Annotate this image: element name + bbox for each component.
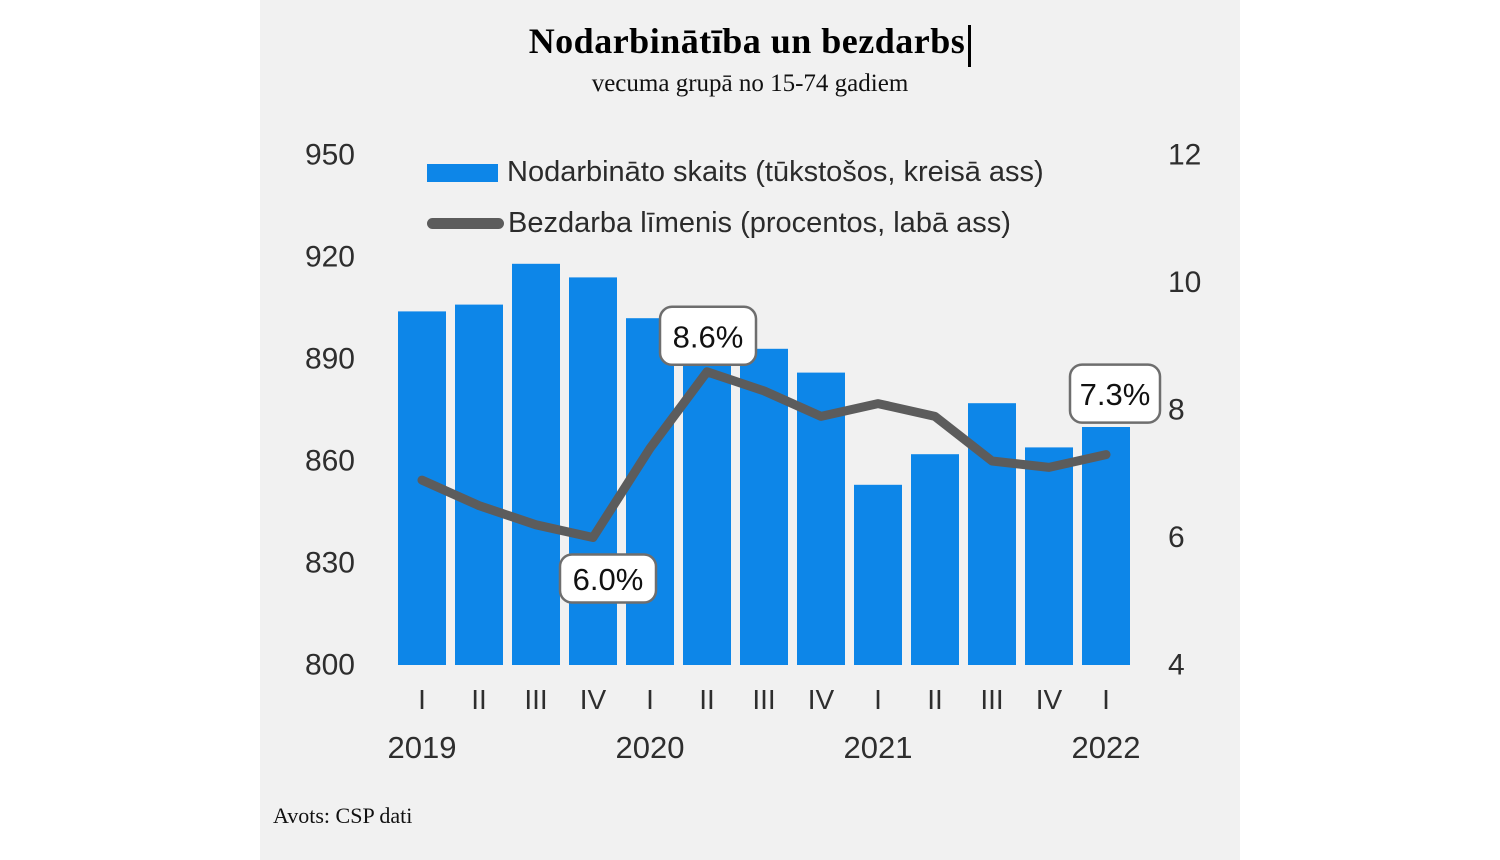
bar bbox=[1025, 447, 1073, 665]
left-axis-tick: 950 bbox=[305, 139, 355, 172]
right-axis: 12 10 8 6 4 bbox=[1168, 139, 1201, 682]
chart-subtitle: vecuma grupā no 15-74 gadiem bbox=[591, 70, 909, 97]
bar bbox=[911, 454, 959, 665]
x-axis-years: 2019 2020 2021 2022 bbox=[388, 730, 1141, 765]
legend: Nodarbināto skaits (tūkstošos, kreisā as… bbox=[427, 147, 1044, 249]
bar bbox=[512, 263, 560, 665]
text-cursor-icon bbox=[968, 24, 972, 67]
legend-line-swatch bbox=[427, 218, 504, 229]
chart-title[interactable]: Nodarbinātība un bezdarbs bbox=[528, 21, 966, 61]
bar bbox=[455, 304, 503, 665]
left-axis: 950 920 890 860 830 800 bbox=[305, 139, 355, 682]
callout-box bbox=[658, 305, 758, 367]
x-axis-quarter-label: II bbox=[699, 684, 715, 715]
x-axis-quarter-label: I bbox=[874, 684, 882, 715]
x-axis-quarter-label: I bbox=[1102, 684, 1110, 715]
legend-item-employment: Nodarbināto skaits (tūkstošos, kreisā as… bbox=[427, 147, 1044, 198]
callout-value: 6.0% bbox=[573, 562, 644, 597]
left-axis-tick: 920 bbox=[305, 241, 355, 274]
employment-bars bbox=[398, 263, 1130, 665]
bar bbox=[854, 484, 902, 665]
x-axis-quarter-label: II bbox=[471, 684, 487, 715]
left-axis-tick: 830 bbox=[305, 547, 355, 580]
right-axis-tick: 6 bbox=[1168, 521, 1185, 554]
right-axis-tick: 12 bbox=[1168, 139, 1201, 172]
x-axis-quarter-label: III bbox=[752, 684, 775, 715]
legend-bar-swatch bbox=[427, 163, 498, 182]
right-axis-tick: 10 bbox=[1168, 266, 1201, 299]
callout-6.0%: 6.0% bbox=[558, 553, 658, 604]
chart-panel: 950 920 890 860 830 800 12 10 8 6 4 I II III IV I II III I… bbox=[260, 0, 1240, 860]
unemployment-line bbox=[417, 367, 1111, 542]
x-axis-year-label: 2022 bbox=[1072, 730, 1141, 765]
left-axis-tick: 860 bbox=[305, 445, 355, 478]
callout-box bbox=[1068, 363, 1162, 424]
bar bbox=[626, 318, 674, 665]
x-axis-quarter-label: I bbox=[418, 684, 426, 715]
callout-value: 7.3% bbox=[1080, 377, 1151, 412]
callout-value: 8.6% bbox=[673, 319, 744, 354]
left-axis-tick: 890 bbox=[305, 343, 355, 376]
callout-8.6%: 8.6% bbox=[658, 305, 758, 367]
legend-label-unemployment: Bezdarba līmenis (procentos, labā ass) bbox=[508, 207, 1011, 239]
x-axis-year-label: 2019 bbox=[388, 730, 457, 765]
bar bbox=[569, 277, 617, 665]
right-axis-tick: 8 bbox=[1168, 394, 1185, 427]
right-axis-tick: 4 bbox=[1168, 649, 1185, 682]
x-axis-quarter-label: I bbox=[646, 684, 654, 715]
bar bbox=[1082, 427, 1130, 665]
legend-item-unemployment: Bezdarba līmenis (procentos, labā ass) bbox=[427, 198, 1044, 249]
x-axis-quarter-label: II bbox=[927, 684, 943, 715]
legend-label-employment: Nodarbināto skaits (tūkstošos, kreisā as… bbox=[507, 156, 1044, 188]
bar bbox=[797, 372, 845, 665]
left-axis-tick: 800 bbox=[305, 649, 355, 682]
callout-box bbox=[558, 553, 658, 604]
x-axis-quarter-label: III bbox=[524, 684, 547, 715]
x-axis-quarter-label: III bbox=[980, 684, 1003, 715]
chart-title-row: Nodarbinātība un bezdarbs bbox=[260, 20, 1240, 67]
source-note: Avots: CSP dati bbox=[273, 803, 413, 828]
x-axis-quarter-label: IV bbox=[808, 684, 835, 715]
x-axis-quarters: I II III IV I II III IV I II III IV I bbox=[418, 684, 1110, 715]
callout-7.3%: 7.3% bbox=[1068, 363, 1162, 424]
bar bbox=[683, 359, 731, 665]
x-axis-year-label: 2021 bbox=[844, 730, 913, 765]
x-axis-year-label: 2020 bbox=[616, 730, 685, 765]
x-axis-quarter-label: IV bbox=[580, 684, 607, 715]
x-axis-quarter-label: IV bbox=[1036, 684, 1063, 715]
